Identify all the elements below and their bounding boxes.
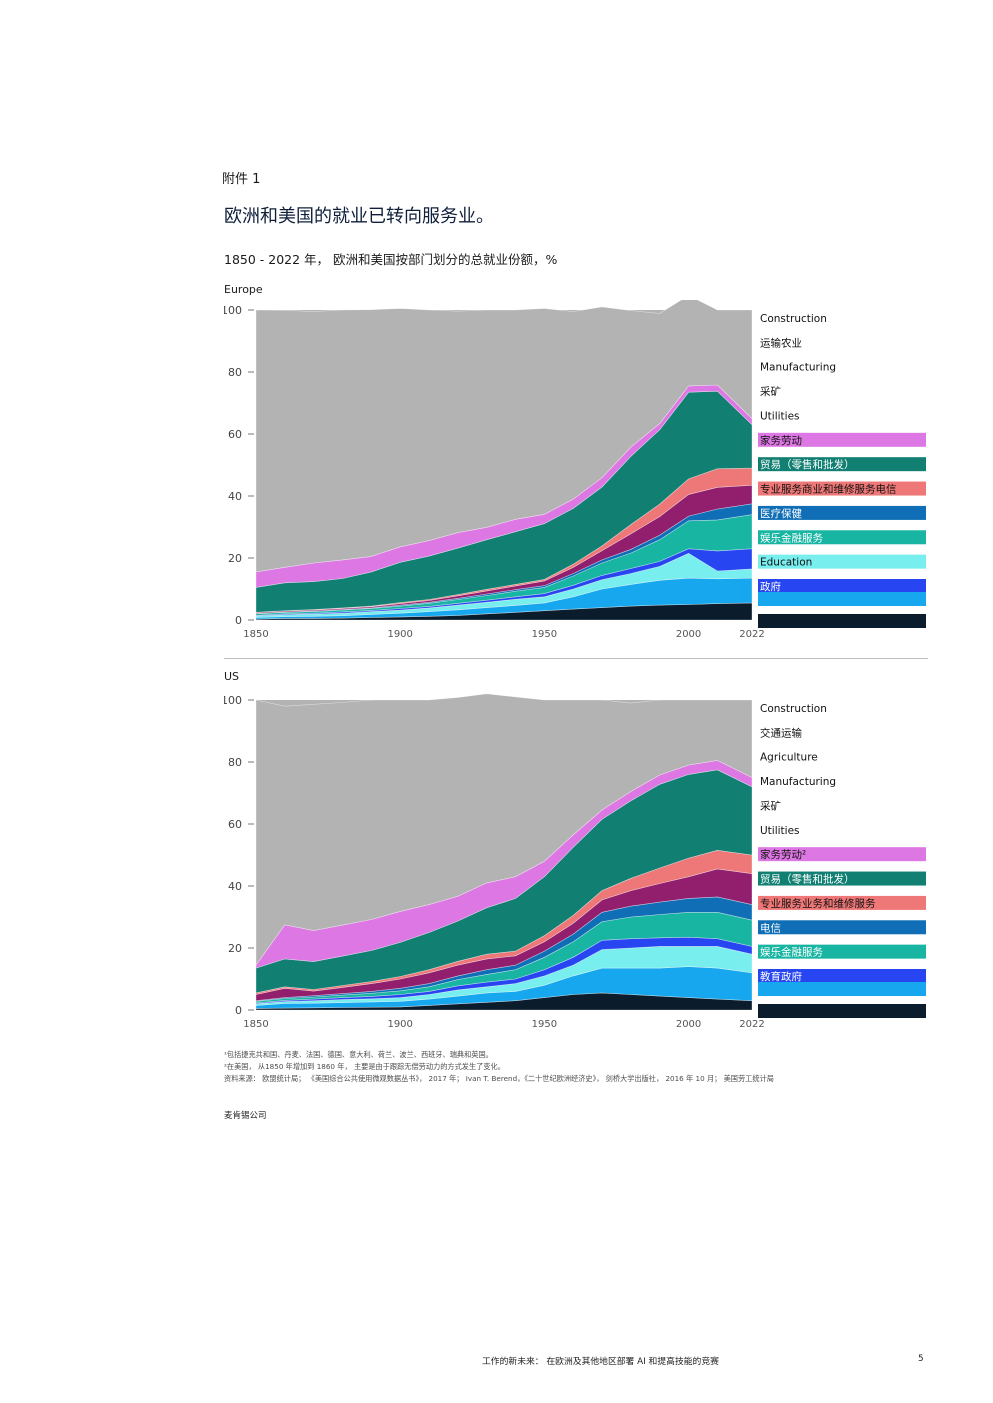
legend-swatch <box>758 847 926 862</box>
sector-label: 专业服务业务和维修服务 <box>760 897 876 910</box>
x-tick-label: 2022 <box>739 1019 764 1030</box>
sector-label: 政府 <box>760 580 781 593</box>
y-tick-label: 80 <box>228 366 242 379</box>
area-series-10 <box>255 693 753 967</box>
brand-name: 麦肯锡公司 <box>224 1111 267 1121</box>
legend-swatch <box>758 920 926 935</box>
page-number: 5 <box>918 1354 924 1364</box>
x-tick-label: 2022 <box>739 629 764 640</box>
x-tick-label: 1900 <box>387 629 412 640</box>
region-label-europe: Europe <box>224 283 263 296</box>
legend-swatch <box>758 579 926 593</box>
sector-label: Education <box>760 557 812 569</box>
sector-label: 运输农业 <box>760 336 802 349</box>
y-tick-label: 80 <box>228 756 242 769</box>
sector-label: Construction <box>760 703 827 715</box>
sector-label: 娱乐金融服务 <box>760 946 823 959</box>
sector-label: 采矿 <box>760 385 781 398</box>
legend-swatch <box>758 944 926 959</box>
legend-swatch <box>758 432 926 447</box>
legend-swatch <box>758 592 926 606</box>
exhibit-label: 附件 1 <box>222 172 261 187</box>
x-tick-label: 1900 <box>387 1019 412 1030</box>
x-tick-label: 2000 <box>676 629 701 640</box>
sector-label: 医疗保健 <box>760 507 802 520</box>
y-tick-label: 60 <box>228 818 242 831</box>
sector-label: Manufacturing <box>760 776 836 788</box>
x-tick-label: 1950 <box>532 629 557 640</box>
sector-label: 电信 <box>760 921 781 934</box>
source-note: 资料来源： 欧盟统计局； 《美国综合公共使用微观数据丛书》， 2017 年； I… <box>224 1074 774 1083</box>
page-title: 欧洲和美国的就业已转向服务业。 <box>224 206 494 227</box>
report-title: 工作的新未来： 在欧洲及其他地区部署 AI 和提高技能的竞赛 <box>482 1357 719 1367</box>
legend-swatch <box>758 969 926 983</box>
x-tick-label: 1850 <box>243 1019 268 1030</box>
area-series-10 <box>255 300 753 573</box>
footnote-2: ²在美国， 从1850 年增加到 1860 年， 主要是由于跟踪无偿劳动力的方式… <box>224 1062 505 1071</box>
sector-label: 专业服务商业和维修服务电信 <box>760 483 897 496</box>
sector-label: 家务劳动² <box>760 848 806 861</box>
europe-stacked-area-chart: 0 20 40 60 80 100 1850 1900 1950 2000 2022 Construc… <box>224 300 926 640</box>
legend-swatch <box>758 457 926 472</box>
legend-swatch <box>758 505 926 520</box>
sector-label: 教育政府 <box>760 970 802 983</box>
y-tick-label: 100 <box>224 694 242 707</box>
y-tick-label: 0 <box>235 614 242 627</box>
chart-subtitle: 1850 - 2022 年， 欧洲和美国按部门划分的总就业份额，% <box>224 252 558 267</box>
x-tick-label: 2000 <box>676 1019 701 1030</box>
region-label-us: US <box>224 670 240 683</box>
legend-swatch <box>758 554 926 569</box>
sector-label: 贸易（零售和批发） <box>760 873 855 886</box>
legend-swatch <box>758 481 926 496</box>
sector-label: Agriculture <box>760 752 818 764</box>
sector-label: Construction <box>760 313 827 325</box>
y-tick-label: 40 <box>228 880 242 893</box>
sector-label: 采矿 <box>760 799 781 812</box>
y-tick-label: 20 <box>228 552 242 565</box>
y-tick-label: 20 <box>228 942 242 955</box>
sector-label: Utilities <box>760 825 800 837</box>
legend-swatch <box>758 895 926 910</box>
legend-swatch <box>758 530 926 545</box>
sector-label: 贸易（零售和批发） <box>760 458 855 471</box>
y-tick-label: 60 <box>228 428 242 441</box>
x-tick-label: 1850 <box>243 629 268 640</box>
sector-label: 家务劳动 <box>760 434 802 447</box>
y-tick-label: 40 <box>228 490 242 503</box>
x-tick-label: 1950 <box>532 1019 557 1030</box>
legend-swatch <box>758 614 926 628</box>
section-divider <box>224 658 928 659</box>
y-tick-label: 0 <box>235 1004 242 1017</box>
sector-label: Manufacturing <box>760 362 836 374</box>
footnote-1: ¹包括捷克共和国、丹麦、法国、德国、意大利、荷兰、波兰、西班牙、瑞典和英国。 <box>224 1050 493 1059</box>
sector-label: Utilities <box>760 410 800 422</box>
legend-swatch <box>758 982 926 996</box>
sector-label: 交通运输 <box>760 726 802 739</box>
y-tick-label: 100 <box>224 304 242 317</box>
legend-swatch <box>758 1004 926 1018</box>
sector-label: 娱乐金融服务 <box>760 531 823 544</box>
us-stacked-area-chart: 0 20 40 60 80 100 1850 1900 1950 2000 2022 Construc… <box>224 693 926 1030</box>
legend-swatch <box>758 871 926 886</box>
